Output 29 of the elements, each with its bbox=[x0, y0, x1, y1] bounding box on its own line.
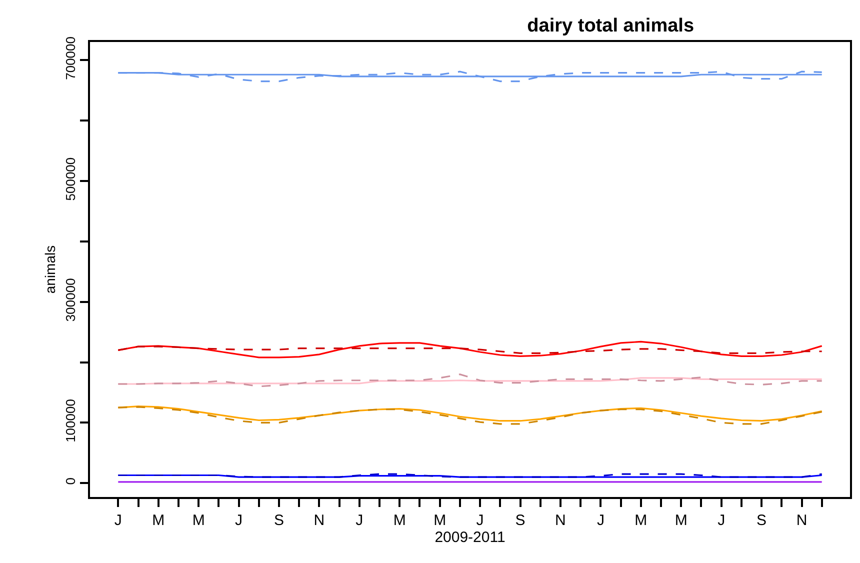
y-tick-label: 700000 bbox=[62, 36, 78, 80]
x-tick-label: N bbox=[314, 512, 325, 529]
x-tick-label: N bbox=[555, 512, 566, 529]
x-tick-label: M bbox=[393, 512, 406, 529]
x-tick-label: J bbox=[235, 512, 243, 529]
line-series bbox=[117, 346, 823, 354]
chart-title: dairy total animals bbox=[527, 16, 694, 37]
x-tick-label: M bbox=[192, 512, 205, 529]
y-tick-label: 100000 bbox=[62, 399, 78, 442]
x-tick-label: J bbox=[596, 512, 604, 529]
y-tick-label: 500000 bbox=[62, 157, 78, 201]
x-tick-label: J bbox=[476, 512, 484, 529]
x-tick-label: J bbox=[718, 512, 726, 529]
x-tick-label: M bbox=[634, 512, 648, 529]
x-tick-label: S bbox=[756, 512, 767, 529]
x-tick-label: J bbox=[114, 512, 122, 529]
x-tick-label: M bbox=[152, 512, 165, 529]
x-tick-label: S bbox=[274, 512, 284, 529]
x-tick-label: S bbox=[515, 512, 526, 529]
line-series bbox=[117, 374, 823, 388]
x-tick-label: J bbox=[356, 512, 364, 529]
y-axis-title: animals bbox=[42, 245, 58, 294]
x-tick-label: N bbox=[796, 512, 808, 529]
y-tick-label: 0 bbox=[62, 478, 78, 485]
line-series bbox=[117, 406, 823, 425]
y-tick-label: 300000 bbox=[62, 278, 78, 322]
x-axis-title: 2009-2011 bbox=[434, 529, 506, 546]
x-tick-label: M bbox=[434, 512, 446, 529]
x-tick-label: M bbox=[674, 512, 688, 529]
